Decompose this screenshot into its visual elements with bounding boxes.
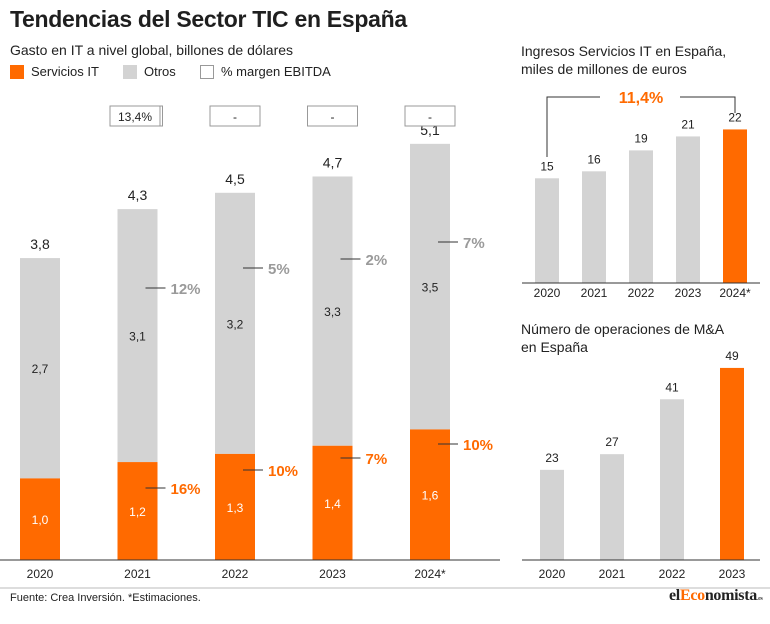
ma-bar: [540, 469, 564, 560]
logo-prefix: el: [669, 587, 680, 604]
ma-value-label: 49: [725, 349, 739, 363]
growth-label-servicios: 10%: [463, 437, 493, 454]
chart-ingresos-title-line-1: Ingresos Servicios IT en España,: [521, 43, 727, 59]
bar-otros-label: 3,3: [324, 305, 341, 319]
ma-bar: [660, 399, 684, 560]
legend-swatch-orange: [10, 64, 24, 79]
legend-label-servicios: Servicios IT: [31, 64, 99, 79]
ingresos-bar: [723, 129, 747, 283]
x-tick-label: 2023: [319, 567, 346, 581]
bar-otros-label: 3,2: [227, 317, 244, 331]
ingresos-x-tick: 2023: [675, 286, 702, 300]
growth-label-otros: 12%: [171, 281, 201, 298]
chart-subtitle: Gasto en IT a nivel global, billones de …: [10, 42, 294, 58]
ebitda-value: 13,4%: [118, 110, 152, 124]
bar-otros: [117, 209, 158, 463]
growth-label-servicios: 7%: [366, 451, 388, 468]
ma-value-label: 23: [545, 451, 559, 465]
bar-total-label: 3,8: [30, 236, 50, 252]
x-tick-label: 2020: [27, 567, 54, 581]
growth-label-otros: 5%: [268, 261, 290, 278]
ingresos-x-tick: 2022: [628, 286, 655, 300]
ingresos-value-label: 21: [681, 117, 695, 131]
ma-bar: [720, 367, 744, 560]
bar-otros-label: 3,5: [422, 281, 439, 295]
legend-label-otros: Otros: [144, 64, 176, 79]
bar-servicios: [312, 445, 353, 560]
legend-swatch-white: [200, 64, 214, 79]
ma-bar: [600, 454, 624, 560]
publisher-logo: elEconomista.es: [669, 587, 763, 605]
page-title: Tendencias del Sector TIC en España: [10, 6, 407, 32]
growth-label-servicios: 10%: [268, 463, 298, 480]
ma-x-tick: 2020: [539, 567, 566, 581]
bar-total-label: 4,3: [128, 187, 148, 203]
ingresos-x-tick: 2020: [534, 286, 561, 300]
bar-servicios: [215, 453, 255, 560]
bar-servicios-label: 1,6: [422, 489, 439, 503]
bar-servicios: [20, 478, 60, 560]
ingresos-bar: [676, 136, 700, 283]
chart-ingresos-title: Ingresos Servicios IT en España, miles d…: [521, 42, 726, 78]
ingresos-value-label: 19: [634, 131, 648, 145]
x-tick-label: 2021: [124, 567, 151, 581]
legend-item-ebitda: % margen EBITDA: [200, 64, 331, 79]
ma-value-label: 41: [665, 380, 679, 394]
ingresos-value-label: 22: [728, 110, 742, 124]
ebitda-box: [404, 105, 456, 127]
bar-otros: [20, 258, 60, 479]
ma-x-tick: 2021: [599, 567, 626, 581]
chart-ma-title: Número de operaciones de M&A en España: [521, 320, 724, 356]
ebitda-box: [109, 105, 161, 127]
ingresos-bar: [629, 150, 653, 283]
legend-swatch-gray: [123, 64, 137, 79]
growth-label-otros: 2%: [366, 252, 388, 269]
ingresos-bar: [582, 171, 606, 283]
ingresos-x-tick: 2021: [581, 286, 608, 300]
legend-item-servicios: Servicios IT: [10, 64, 99, 79]
legend-label-ebitda: % margen EBITDA: [221, 64, 331, 79]
ma-x-tick: 2023: [719, 567, 746, 581]
bar-servicios-label: 1,0: [32, 513, 49, 527]
cagr-bracket-left: [546, 96, 600, 157]
cagr-label: 11,4%: [619, 90, 663, 107]
ingresos-value-label: 16: [587, 152, 601, 166]
bar-servicios: [117, 462, 158, 560]
bar-otros: [410, 143, 450, 430]
bar-servicios-label: 1,2: [129, 505, 146, 519]
ingresos-value-label: 15: [540, 159, 554, 173]
growth-label-otros: 7%: [463, 235, 485, 252]
ebitda-value: -: [233, 110, 237, 124]
legend-item-otros: Otros: [123, 64, 176, 79]
logo-accent: Eco: [679, 587, 705, 604]
bar-otros-label: 3,1: [129, 330, 146, 344]
bar-otros: [215, 192, 255, 454]
bar-otros: [312, 176, 353, 446]
ma-value-label: 27: [605, 435, 619, 449]
ingresos-bar: [535, 178, 559, 283]
logo-rest: nomista: [704, 587, 757, 604]
ebitda-value: -: [428, 110, 432, 124]
logo-suffix: .es: [756, 596, 763, 602]
chart-ma-title-line-2: en España: [521, 339, 588, 355]
chart-ingresos-title-line-2: miles de millones de euros: [521, 61, 687, 77]
x-tick-label: 2024*: [414, 567, 446, 581]
ebitda-value: -: [331, 110, 335, 124]
chart-ma-title-line-1: Número de operaciones de M&A: [521, 321, 725, 337]
bar-total-label: 4,5: [225, 171, 245, 187]
cagr-bracket-right: [680, 96, 736, 113]
growth-label-servicios: 16%: [171, 481, 201, 498]
bar-total-label: 4,7: [323, 154, 343, 170]
ingresos-x-tick: 2024*: [719, 286, 751, 300]
ebitda-box: [307, 105, 358, 127]
ebitda-box: [209, 105, 261, 127]
bar-otros-label: 2,7: [32, 362, 49, 376]
x-tick-label: 2022: [222, 567, 249, 581]
bar-servicios-label: 1,3: [227, 501, 244, 515]
source-note: Fuente: Crea Inversión. *Estimaciones.: [10, 592, 201, 604]
bar-servicios-label: 1,4: [324, 497, 341, 511]
bar-servicios: [410, 429, 450, 560]
ma-x-tick: 2022: [659, 567, 686, 581]
